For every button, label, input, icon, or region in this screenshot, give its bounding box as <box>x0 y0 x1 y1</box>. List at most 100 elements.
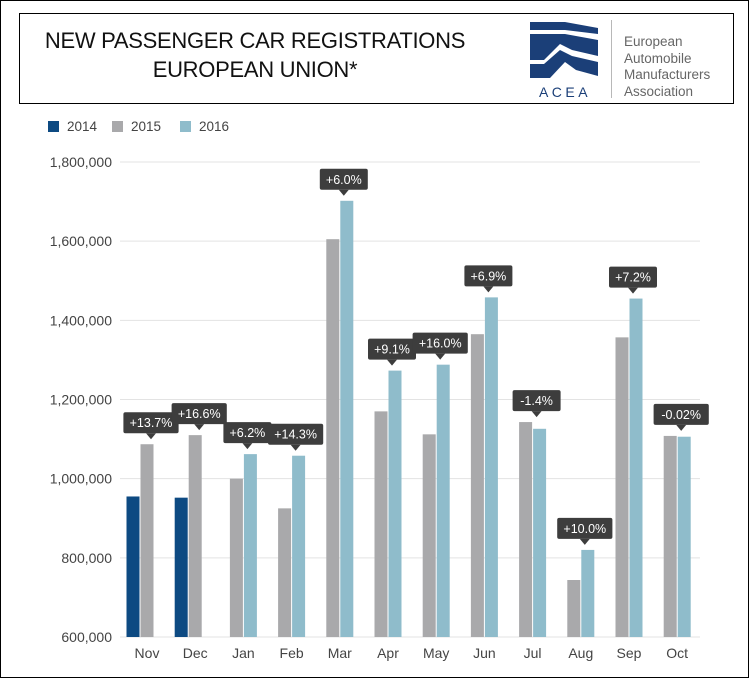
bar-2015-jul <box>519 422 533 637</box>
legend-swatch-2014 <box>48 121 59 132</box>
bar-2015-jan <box>229 478 243 637</box>
bar-2016-jun <box>484 297 498 637</box>
annotation-label: +16.6% <box>178 407 221 421</box>
y-tick-label: 1,600,000 <box>50 233 112 249</box>
legend-swatch-2016 <box>180 121 191 132</box>
annotation-pointer <box>628 287 638 294</box>
annotation-label: +7.2% <box>615 271 651 285</box>
logo-divider <box>611 20 612 98</box>
bar-2015-oct <box>663 435 677 637</box>
bar-2016-sep <box>629 298 643 637</box>
y-tick-label: 600,000 <box>61 629 112 645</box>
logo-line-1: European <box>624 34 683 49</box>
acea-logo-mark <box>530 22 598 78</box>
x-tick-label: May <box>423 645 449 661</box>
title-line-2: EUROPEAN UNION* <box>152 57 358 82</box>
legend-label-2016: 2016 <box>199 119 230 134</box>
annotation-label: +6.9% <box>471 269 507 283</box>
x-tick-label: Sep <box>617 645 642 661</box>
annotation-pointer <box>387 359 397 366</box>
annotation-box <box>464 265 513 287</box>
annotation-pointer <box>290 444 301 451</box>
annotation-pointer <box>194 424 205 431</box>
logo-line-3: Manufacturers <box>624 67 711 82</box>
bar-2016-may <box>436 364 450 637</box>
bar-2015-sep <box>615 337 629 637</box>
bar-2016-aug <box>581 549 595 637</box>
x-tick-label: Oct <box>666 645 688 661</box>
bar-2016-apr <box>388 370 402 637</box>
legend-label-2014: 2014 <box>67 119 98 134</box>
annotation-label: -1.4% <box>520 394 553 408</box>
annotation-box <box>319 168 368 190</box>
annotation-box <box>412 332 468 354</box>
annotation-box <box>268 423 324 445</box>
annotation-box <box>609 266 657 288</box>
annotation-box <box>171 403 227 425</box>
bar-2016-jul <box>533 428 547 637</box>
y-tick-label: 1,400,000 <box>50 312 112 328</box>
bar-2016-jan <box>243 454 257 637</box>
legend-item-2015: 2015 <box>112 119 161 134</box>
annotation-label: +14.3% <box>274 428 317 442</box>
x-tick-label: Jun <box>473 645 496 661</box>
bar-2016-feb <box>292 455 306 637</box>
y-tick-label: 1,200,000 <box>50 392 112 408</box>
annotation-pointer <box>531 411 542 418</box>
bar-2016-mar <box>340 200 354 637</box>
annotation-box <box>557 517 613 539</box>
logo-word: ACEA <box>538 84 592 100</box>
y-tick-label: 800,000 <box>61 550 112 566</box>
bar-2015-jun <box>470 334 484 637</box>
annotation-pointer <box>435 353 446 360</box>
logo-line-4: Association <box>624 83 694 99</box>
logo-org-name: European Automobile Manufacturers Associ… <box>624 34 710 100</box>
bar-2015-nov <box>140 444 154 637</box>
annotation-box <box>223 422 272 444</box>
bar-2015-feb <box>278 508 292 637</box>
annotation-label: +9.1% <box>374 343 410 357</box>
y-tick-label: 1,800,000 <box>50 154 112 170</box>
x-tick-label: Feb <box>280 645 304 661</box>
annotation-box <box>512 390 561 412</box>
bar-2014-dec <box>174 497 188 637</box>
annotation-pointer <box>676 424 687 431</box>
legend-item-2014: 2014 <box>48 119 97 134</box>
bar-2015-apr <box>374 411 388 637</box>
annotation-label: +10.0% <box>563 522 606 536</box>
x-tick-label: Dec <box>183 645 208 661</box>
acea-logo: ACEA European Automobile Manufacturers A… <box>520 20 730 100</box>
y-tick-label: 1,000,000 <box>50 471 112 487</box>
annotation-pointer <box>242 443 253 450</box>
annotation-label: +16.0% <box>419 337 462 351</box>
x-tick-label: Apr <box>377 645 399 661</box>
bar-2016-oct <box>677 436 691 637</box>
annotation-label: +6.0% <box>326 173 362 187</box>
annotation-box <box>368 338 416 360</box>
x-tick-label: Jul <box>524 645 542 661</box>
annotation-pointer <box>579 538 590 545</box>
legend-label-2015: 2015 <box>131 119 162 134</box>
title-line-1: NEW PASSENGER CAR REGISTRATIONS <box>44 28 466 53</box>
chart-title: NEW PASSENGER CAR REGISTRATIONS EUROPEAN… <box>20 26 490 84</box>
header-box: NEW PASSENGER CAR REGISTRATIONS EUROPEAN… <box>19 13 734 104</box>
annotation-pointer <box>483 286 494 293</box>
logo-line-2: Automobile <box>624 50 692 66</box>
bar-2015-may <box>422 434 436 637</box>
bar-2015-aug <box>567 580 581 637</box>
x-tick-label: Mar <box>328 645 352 661</box>
annotation-pointer <box>338 189 349 196</box>
annotation-label: +13.7% <box>130 416 173 430</box>
x-tick-label: Nov <box>135 645 160 661</box>
x-tick-label: Jan <box>232 645 255 661</box>
bar-2014-nov <box>126 496 140 637</box>
annotation-pointer <box>146 433 156 440</box>
annotation-label: +6.2% <box>230 426 266 440</box>
annotation-label: -0.02% <box>661 408 701 422</box>
legend-swatch-2015 <box>112 121 123 132</box>
bar-2015-mar <box>326 239 340 637</box>
annotation-box <box>653 403 709 425</box>
annotation-box <box>123 412 179 434</box>
x-tick-label: Aug <box>568 645 593 661</box>
